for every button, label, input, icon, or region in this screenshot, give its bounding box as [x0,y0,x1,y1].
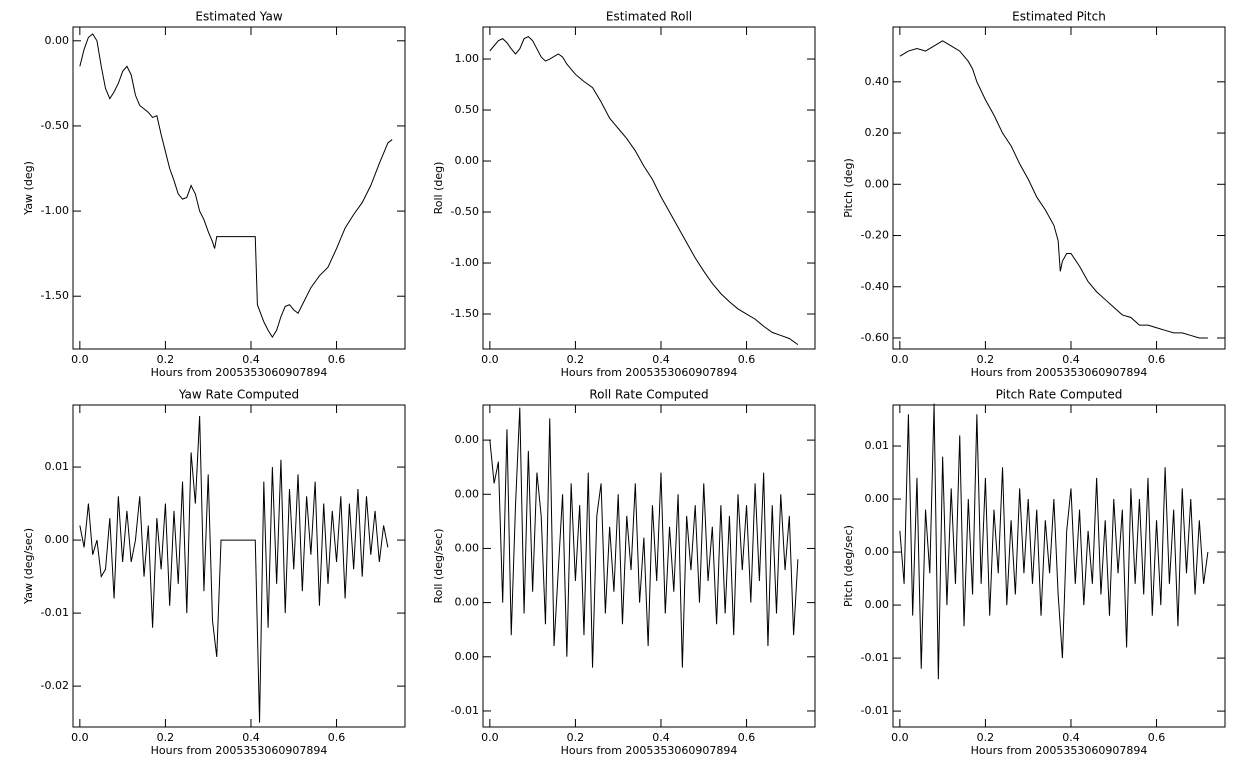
x-axis-label: Hours from 2005353060907894 [151,744,328,757]
x-tick-label: 0.2 [157,731,175,744]
plot-frame [482,404,816,728]
x-axis-label: Hours from 2005353060907894 [561,744,738,757]
y-axis-label: Roll (deg/sec) [432,528,445,603]
y-tick-label: 0.00 [455,650,480,663]
y-axis-label: Yaw (deg/sec) [22,528,35,605]
y-tick-label: -0.01 [861,704,889,717]
plot-frame [482,26,816,350]
x-axis-label: Hours from 2005353060907894 [561,366,738,379]
x-tick-label: 0.6 [328,353,346,366]
x-axis-label: Hours from 2005353060907894 [971,366,1148,379]
y-tick-label: -0.01 [861,651,889,664]
y-tick-label: -1.00 [41,204,69,217]
x-tick-label: 0.2 [567,353,585,366]
y-axis-label: Yaw (deg) [22,161,35,216]
chart-title: Estimated Roll [606,10,692,24]
y-tick-label: 0.00 [45,34,70,47]
x-tick-label: 0.6 [1148,353,1166,366]
plot-frame [72,26,406,350]
x-tick-label: 0.6 [738,731,756,744]
x-tick-label: 0.2 [567,731,585,744]
chart-title: Estimated Yaw [195,10,282,24]
x-tick-label: 0.0 [481,731,499,744]
x-tick-label: 0.6 [1148,731,1166,744]
plot-frame [72,404,406,728]
x-tick-label: 0.6 [738,353,756,366]
y-tick-label: 0.00 [455,596,480,609]
y-tick-label: -0.40 [861,280,889,293]
x-axis-label: Hours from 2005353060907894 [971,744,1148,757]
chart-title: Yaw Rate Computed [178,388,299,402]
y-tick-label: 0.01 [865,439,890,452]
y-tick-label: -0.01 [41,606,69,619]
y-tick-label: -0.01 [451,704,479,717]
x-tick-label: 0.2 [977,353,995,366]
plot-frame [892,26,1226,350]
x-tick-label: 0.0 [71,353,89,366]
y-axis-label: Pitch (deg) [842,158,855,218]
y-tick-label: -1.50 [451,307,479,320]
x-tick-label: 0.4 [652,353,670,366]
data-line [899,40,1208,339]
y-tick-label: 0.20 [865,126,890,139]
data-line [899,403,1209,680]
x-tick-label: 0.0 [891,731,909,744]
y-tick-label: 0.00 [455,541,480,554]
y-tick-label: -0.60 [861,331,889,344]
y-tick-label: 0.00 [865,545,890,558]
data-line [489,35,799,346]
x-tick-label: 0.4 [652,731,670,744]
y-axis-label: Roll (deg) [432,162,445,215]
plot-frame [892,404,1226,728]
x-tick-label: 0.4 [1062,731,1080,744]
chart-title: Pitch Rate Computed [996,388,1123,402]
y-tick-label: 0.00 [865,177,890,190]
y-tick-label: 0.50 [455,103,480,116]
y-tick-label: 0.00 [455,487,480,500]
y-axis-label: Pitch (deg/sec) [842,525,855,607]
x-tick-label: 0.0 [481,353,499,366]
y-tick-label: -0.50 [451,205,479,218]
x-tick-label: 0.4 [242,353,260,366]
y-tick-label: 1.00 [455,52,480,65]
x-tick-label: 0.4 [242,731,260,744]
chart-title: Estimated Pitch [1012,10,1106,24]
data-line [79,33,393,339]
y-tick-label: 0.00 [455,433,480,446]
data-line [79,415,389,723]
chart-title: Roll Rate Computed [589,388,708,402]
y-tick-label: 0.01 [45,460,70,473]
y-tick-label: 0.00 [45,533,70,546]
y-tick-label: 0.00 [455,154,480,167]
y-tick-label: -0.50 [41,119,69,132]
x-tick-label: 0.2 [977,731,995,744]
x-axis-label: Hours from 2005353060907894 [151,366,328,379]
x-tick-label: 0.0 [891,353,909,366]
data-line [489,407,799,668]
y-tick-label: -0.02 [41,679,69,692]
x-tick-label: 0.4 [1062,353,1080,366]
y-tick-label: -1.50 [41,289,69,302]
y-tick-label: 0.00 [865,598,890,611]
y-tick-label: 0.00 [865,492,890,505]
y-tick-label: -1.00 [451,256,479,269]
x-tick-label: 0.2 [157,353,175,366]
y-tick-label: 0.40 [865,75,890,88]
x-tick-label: 0.6 [328,731,346,744]
y-tick-label: -0.20 [861,229,889,242]
x-tick-label: 0.0 [71,731,89,744]
